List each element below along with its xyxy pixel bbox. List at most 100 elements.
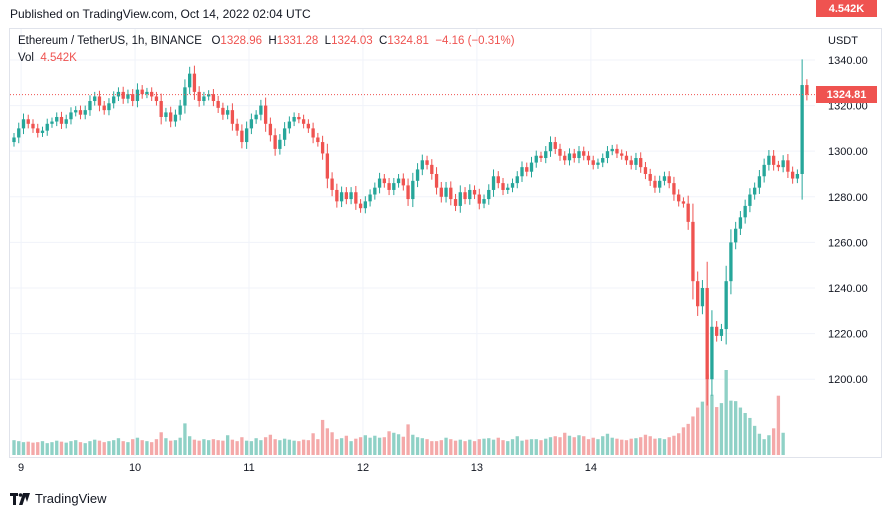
- volume-bar: [297, 441, 301, 455]
- volume-bar: [411, 434, 415, 455]
- candle-body: [131, 94, 135, 102]
- volume-bar: [354, 438, 358, 455]
- volume-bar: [396, 434, 401, 455]
- volume-bar: [211, 439, 216, 455]
- volume-bar: [169, 440, 173, 455]
- volume-bar: [539, 440, 543, 455]
- volume-bar: [17, 441, 21, 455]
- open-label: O: [211, 35, 221, 47]
- volume-bar: [515, 436, 519, 455]
- low-value: 1324.03: [331, 35, 373, 47]
- y-tick-label: 1340.00: [828, 55, 868, 67]
- candle-body: [415, 169, 420, 181]
- y-tick-label: 1280.00: [828, 192, 868, 204]
- volume-bar: [83, 443, 87, 455]
- candle-body: [738, 217, 743, 229]
- candle-body: [93, 96, 97, 102]
- volume-bar: [97, 440, 102, 455]
- volume-bar: [781, 432, 785, 455]
- volume-bar: [596, 439, 600, 455]
- candle-body: [178, 105, 182, 115]
- candle-body: [45, 123, 49, 131]
- volume-bar: [282, 438, 287, 455]
- volume-bar: [40, 441, 45, 455]
- candle-body: [83, 110, 87, 115]
- candle-body: [491, 176, 496, 190]
- volume-bar: [373, 435, 377, 455]
- volume-bar: [358, 437, 363, 455]
- candle-body: [287, 121, 292, 129]
- candle-body: [406, 185, 410, 200]
- volume-bar: [605, 433, 610, 455]
- volume-bar: [415, 437, 420, 455]
- volume-bar: [382, 437, 386, 455]
- candle-body: [387, 183, 391, 190]
- candle-body: [719, 329, 724, 336]
- symbol-title[interactable]: Ethereum / TetherUS, 1h, BINANCE: [18, 35, 202, 47]
- volume-bar: [496, 437, 500, 455]
- volume-bar: [705, 374, 709, 455]
- candle-body: [17, 128, 21, 138]
- candle-body: [420, 160, 424, 170]
- volume-bar: [178, 437, 182, 455]
- candle-body: [643, 167, 648, 174]
- candle-body: [572, 153, 576, 159]
- volume-bar: [743, 412, 747, 455]
- candle-body: [363, 201, 367, 209]
- volume-bar: [121, 441, 125, 455]
- x-tick-label: 13: [471, 462, 483, 474]
- candle-body: [705, 288, 709, 380]
- volume-bar: [610, 437, 614, 455]
- candle-body: [596, 162, 600, 165]
- volume-bar: [662, 439, 667, 455]
- volume-bar: [406, 424, 410, 455]
- volume-bar: [349, 441, 353, 455]
- candle-body: [544, 151, 548, 159]
- candle-body: [691, 221, 695, 282]
- volume-bar: [558, 437, 562, 455]
- volume-bar: [553, 436, 557, 455]
- volume-bar: [724, 370, 728, 455]
- volume-bar: [145, 441, 149, 455]
- volume-bar: [320, 419, 325, 455]
- volume-bar: [658, 438, 662, 455]
- candle-body: [472, 189, 477, 195]
- volume-bar: [278, 440, 282, 455]
- volume-bar: [45, 443, 49, 455]
- candle-body: [349, 192, 353, 200]
- published-caption: Published on TradingView.com, Oct 14, 20…: [10, 7, 311, 21]
- volume-bar: [563, 432, 567, 455]
- candle-body: [795, 173, 800, 179]
- candle-body: [658, 180, 662, 188]
- candle-body: [629, 160, 633, 165]
- volume-bar: [36, 442, 40, 455]
- volume-bar: [112, 440, 116, 455]
- volume-bar: [126, 442, 130, 455]
- volume-bar: [648, 436, 652, 455]
- last-price-badge: 1324.81: [816, 86, 877, 104]
- candle-body: [434, 173, 439, 188]
- volume-bar: [544, 438, 548, 455]
- candle-body: [126, 94, 130, 99]
- candle-body: [762, 164, 766, 177]
- volume-bar: [691, 416, 695, 455]
- candle-body: [263, 105, 268, 124]
- candle-body: [610, 148, 614, 152]
- volume-value: 4.542K: [40, 52, 77, 64]
- volume-bar: [221, 440, 225, 455]
- candle-body: [786, 160, 790, 172]
- volume-bar: [548, 437, 553, 455]
- candle-body: [539, 155, 543, 159]
- candle-body: [188, 73, 192, 88]
- footer-brand[interactable]: TradingView: [10, 491, 107, 506]
- volume-bar: [434, 441, 439, 455]
- currency-label: USDT: [828, 35, 858, 47]
- volume-bar: [244, 440, 249, 455]
- candle-body: [26, 119, 30, 124]
- candle-body: [715, 326, 719, 336]
- volume-bar: [501, 440, 505, 455]
- volume-bar: [273, 439, 277, 455]
- volume-bar: [776, 395, 781, 455]
- candle-body: [31, 123, 35, 129]
